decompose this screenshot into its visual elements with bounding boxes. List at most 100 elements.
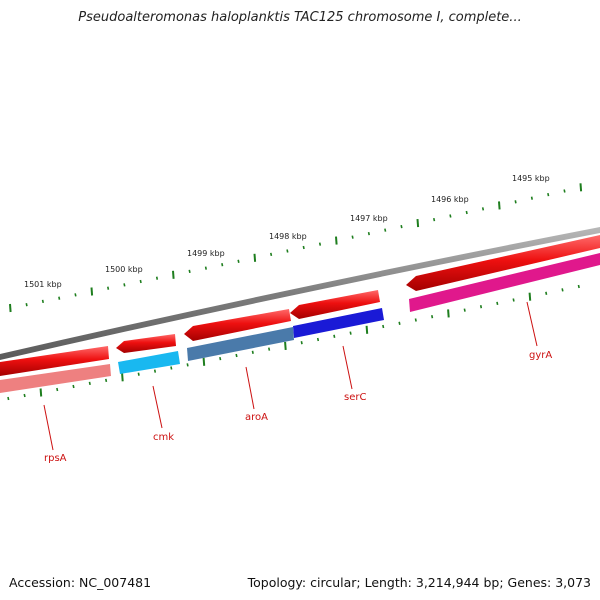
cog-bar xyxy=(293,308,384,338)
ruler-label: 1501 kbp xyxy=(24,280,62,289)
map-title: Pseudoalteromonas haloplanktis TAC125 ch… xyxy=(78,10,522,25)
ruler-tick xyxy=(123,283,126,287)
gene-arrow xyxy=(184,309,291,341)
ruler-tick xyxy=(9,303,12,313)
inner-tick xyxy=(284,341,287,350)
ruler-tick xyxy=(384,228,387,232)
gene-aroA[interactable] xyxy=(184,309,294,361)
inner-tick xyxy=(7,396,10,401)
inner-tick xyxy=(414,318,417,322)
gene-arrow xyxy=(406,235,600,291)
leader-line xyxy=(526,301,538,347)
gene-serC[interactable] xyxy=(290,290,384,338)
inner-tick xyxy=(333,334,336,338)
ruler-label: 1495 kbp xyxy=(512,174,550,183)
inner-tick xyxy=(170,366,173,370)
inner-tick xyxy=(105,378,108,383)
ruler-tick xyxy=(514,200,517,204)
gene-label-cmk[interactable]: cmk xyxy=(153,432,174,443)
leader-line xyxy=(152,385,163,429)
inner-tick xyxy=(300,341,303,345)
inner-tick xyxy=(235,353,238,358)
ruler-tick xyxy=(107,286,110,290)
inner-tick xyxy=(447,309,450,318)
ruler-tick xyxy=(286,249,289,253)
cog-bar xyxy=(187,327,294,361)
leader-line xyxy=(43,404,54,451)
ruler-tick xyxy=(367,231,370,236)
ruler-label: 1497 kbp xyxy=(350,214,388,223)
ruler-label: 1499 kbp xyxy=(187,249,225,258)
cog-bar xyxy=(0,364,111,393)
ruler-tick xyxy=(237,259,240,263)
ruler-tick xyxy=(400,224,403,229)
ruler-tick xyxy=(416,219,420,228)
ruler-tick xyxy=(58,296,61,300)
gene-arrow xyxy=(116,334,176,353)
ruler-tick xyxy=(172,270,175,279)
inner-tick xyxy=(137,372,140,376)
inner-tick xyxy=(577,284,580,289)
ruler-tick xyxy=(253,253,257,262)
inner-tick xyxy=(431,315,434,319)
cog-bar xyxy=(118,351,180,374)
inner-tick xyxy=(463,308,466,312)
ruler-tick xyxy=(90,287,94,296)
inner-tick xyxy=(365,325,369,334)
gene-gyrA[interactable] xyxy=(406,235,600,312)
ruler-labels: 1501 kbp 1500 kbp 1499 kbp 1498 kbp 1497… xyxy=(24,174,550,289)
leader-line xyxy=(342,345,353,390)
inner-tick xyxy=(72,384,75,389)
ruler-tick xyxy=(547,192,550,197)
inner-tick xyxy=(121,373,124,382)
ruler-label: 1498 kbp xyxy=(269,232,307,241)
inner-ticks xyxy=(7,284,580,401)
gene-label-serC[interactable]: serC xyxy=(344,392,366,403)
inner-tick xyxy=(219,356,222,361)
inner-tick xyxy=(251,350,254,354)
topology-summary: Topology: circular; Length: 3,214,944 bp… xyxy=(247,575,591,590)
accession-text: Accession: NC_007481 xyxy=(9,575,152,590)
ruler-tick xyxy=(188,269,191,274)
ruler-tick xyxy=(155,276,159,280)
inner-tick xyxy=(545,291,548,295)
gene-label-aroA[interactable]: aroA xyxy=(245,412,268,423)
ruler-tick xyxy=(204,266,207,270)
gene-label-gyrA[interactable]: gyrA xyxy=(529,350,552,361)
inner-tick xyxy=(153,369,157,373)
gene-cmk[interactable] xyxy=(116,334,180,374)
ruler-tick xyxy=(433,217,436,222)
ruler-tick xyxy=(335,236,338,245)
inner-tick xyxy=(202,357,206,366)
chromosome-backbone xyxy=(0,227,600,360)
ruler-tick xyxy=(530,196,533,200)
ruler-tick xyxy=(465,210,468,215)
gene-leader-lines xyxy=(43,301,538,451)
ruler-tick xyxy=(351,235,354,239)
inner-tick xyxy=(88,381,91,386)
inner-tick xyxy=(512,298,515,302)
inner-tick xyxy=(23,393,26,398)
ruler-tick xyxy=(563,189,566,193)
ruler-tick xyxy=(449,214,452,218)
ruler-label: 1496 kbp xyxy=(431,195,469,204)
gene-label-rpsA[interactable]: rpsA xyxy=(44,453,67,464)
ruler-tick xyxy=(74,293,77,297)
inner-tick xyxy=(561,288,564,292)
cog-bar xyxy=(409,253,600,312)
ruler-tick xyxy=(579,183,583,192)
inner-tick xyxy=(186,363,189,367)
ruler-tick xyxy=(41,299,44,304)
ruler-tick xyxy=(481,207,485,211)
ruler-ticks xyxy=(9,183,583,313)
gene-arrow xyxy=(290,290,380,319)
inner-tick xyxy=(349,331,352,335)
ruler-tick xyxy=(498,201,501,210)
gene-rpsA[interactable] xyxy=(0,346,111,393)
inner-tick xyxy=(528,292,532,301)
inner-tick xyxy=(479,305,483,309)
inner-tick xyxy=(56,387,59,392)
inner-tick xyxy=(496,301,499,306)
inner-tick xyxy=(268,347,271,351)
